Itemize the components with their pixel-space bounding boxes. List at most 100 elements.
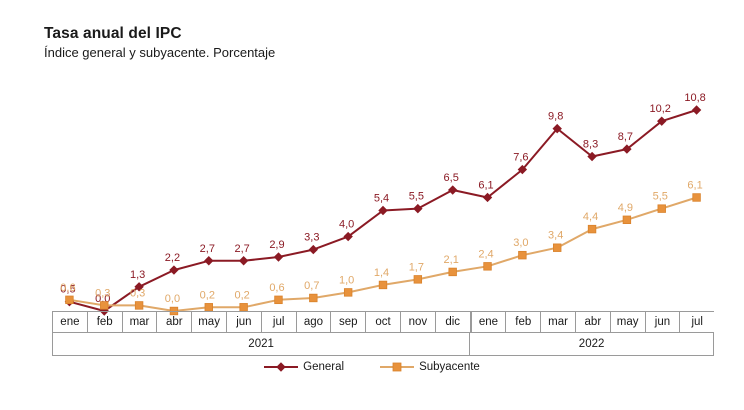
- data-label: 1,7: [409, 261, 424, 273]
- data-point-marker: [553, 243, 562, 252]
- data-point-marker: [587, 151, 597, 162]
- month-label-may-2022: may: [611, 312, 646, 332]
- month-label-ago-2021: ago: [297, 312, 332, 332]
- data-point-marker: [691, 105, 702, 115]
- data-label: 1,4: [374, 267, 389, 279]
- page-title: Tasa anual del IPC: [44, 25, 182, 42]
- series-general: 0,5 0,0 1,3 2,2 2,7 2,7 2,9 3,3 4,0 5,4 5,5 6,5 6,1 7…: [60, 92, 706, 316]
- data-point-marker: [274, 295, 283, 305]
- data-label: 0,5: [60, 284, 75, 296]
- data-label: 3,3: [304, 232, 319, 244]
- month-label-jul-2022: jul: [691, 316, 703, 328]
- month-label-oct-2021: oct: [366, 312, 401, 332]
- data-point-marker: [517, 164, 528, 175]
- data-label: 8,3: [583, 139, 598, 151]
- data-label: 0,6: [269, 282, 284, 294]
- data-point-marker: [413, 203, 423, 214]
- month-label-sep-2021: sep: [331, 312, 367, 332]
- data-label: 0,0: [165, 293, 180, 305]
- legend-swatch-square-icon: [380, 362, 415, 372]
- data-label: 10,2: [650, 103, 671, 115]
- data-point-marker: [518, 250, 527, 260]
- data-point-marker: [343, 231, 353, 242]
- data-label: 3,4: [548, 230, 563, 242]
- data-point-marker: [204, 303, 213, 312]
- data-label: 3,0: [513, 237, 528, 249]
- data-label: 6,1: [687, 179, 702, 191]
- month-label-abr-2021: abr: [157, 312, 193, 332]
- data-label: 9,8: [548, 111, 563, 123]
- legend-item-subyacente[interactable]: Subyacente: [380, 361, 480, 373]
- chart-header: Tasa anual del IPC Índice general y suby…: [44, 24, 275, 62]
- data-point-marker: [238, 256, 249, 266]
- data-label: 8,7: [618, 131, 633, 143]
- legend-label: Subyacente: [419, 361, 480, 373]
- month-label-row: ene feb mar abr may jun jul ago sep oct nov dic ene f…: [52, 311, 714, 333]
- data-label: 4,4: [583, 211, 598, 223]
- data-point-marker: [657, 204, 666, 213]
- data-point-marker: [657, 116, 667, 126]
- data-label: 7,6: [513, 152, 528, 164]
- series-subyacente: 0,6 0,3 0,3 0,0 0,2 0,2 0,6 0,7 1,0 1,4 1,7 2,1 2,4 3…: [60, 179, 703, 316]
- data-point-marker: [378, 205, 388, 216]
- data-point-marker: [447, 185, 458, 195]
- data-point-marker: [552, 123, 562, 134]
- year-label-row: 2021 2022: [52, 333, 714, 356]
- data-point-marker: [622, 215, 632, 225]
- data-point-marker: [692, 193, 701, 202]
- x-axis: ene feb mar abr may jun jul ago sep oct nov dic ene f…: [52, 311, 714, 357]
- month-label-ene-2022: ene: [470, 312, 507, 332]
- year-label-2021: 2021: [52, 333, 470, 356]
- data-label: 2,7: [234, 243, 249, 255]
- month-label-nov-2021: nov: [401, 312, 436, 332]
- data-label: 2,4: [478, 248, 493, 260]
- data-label: 10,8: [684, 92, 705, 104]
- chart-legend: General Subyacente: [0, 361, 744, 373]
- data-label: 2,9: [269, 239, 284, 251]
- data-label: 0,2: [200, 289, 215, 301]
- month-label-feb-2022: feb: [506, 312, 542, 332]
- month-label-jun-2021: jun: [227, 312, 262, 332]
- data-point-marker: [309, 293, 318, 303]
- data-point-marker: [239, 303, 248, 312]
- data-label: 5,5: [653, 191, 668, 203]
- data-label: 6,5: [444, 172, 459, 184]
- data-point-marker: [448, 267, 457, 277]
- data-label: 6,1: [478, 179, 493, 191]
- data-label: 0,6: [60, 282, 75, 294]
- month-label-feb-2021: feb: [88, 312, 123, 332]
- data-point-marker: [134, 282, 144, 292]
- data-point-marker: [413, 275, 423, 284]
- data-point-marker: [378, 280, 388, 290]
- data-label: 1,0: [339, 274, 354, 286]
- data-point-marker: [622, 144, 632, 154]
- month-label-dic-2021: dic: [436, 312, 471, 332]
- data-label: 0,3: [130, 287, 145, 299]
- data-label: 4,0: [339, 219, 354, 231]
- data-label: 0,7: [304, 280, 319, 292]
- legend-item-general[interactable]: General: [264, 361, 344, 373]
- data-point-marker: [65, 295, 74, 305]
- page-subtitle: Índice general y subyacente. Porcentaje: [44, 45, 276, 60]
- legend-label: General: [303, 361, 345, 373]
- year-label-2022: 2022: [469, 333, 714, 356]
- data-label: 0,3: [95, 287, 110, 299]
- data-label: 2,1: [444, 254, 459, 266]
- data-point-marker: [169, 265, 179, 275]
- month-label-jun-2022: jun: [646, 312, 681, 332]
- data-label: 4,9: [618, 202, 633, 214]
- data-point-marker: [204, 256, 214, 266]
- data-label: 1,3: [130, 269, 145, 281]
- data-label: 5,5: [409, 191, 424, 203]
- legend-swatch-diamond-icon: [264, 362, 299, 372]
- month-label-jul-2021: jul: [262, 312, 297, 332]
- month-label-abr-2022: abr: [576, 312, 611, 332]
- data-label: 2,2: [165, 252, 180, 264]
- data-point-marker: [100, 301, 109, 310]
- month-label-may-2021: may: [192, 312, 227, 332]
- data-point-marker: [308, 244, 319, 255]
- data-point-marker: [134, 301, 144, 310]
- month-label-ene-2021: ene: [52, 312, 88, 332]
- data-point-marker: [482, 192, 493, 203]
